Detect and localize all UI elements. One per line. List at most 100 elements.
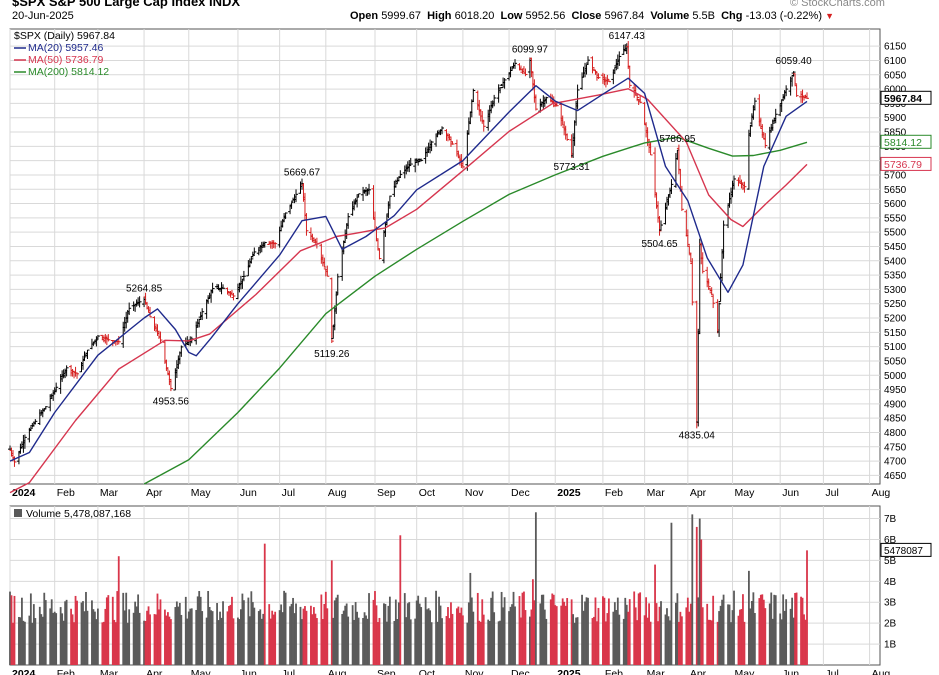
volume-bar [773,594,776,665]
volume-bar [295,603,297,665]
price-x-tick-label: Apr [146,487,163,499]
volume-bar [83,611,86,665]
price-annotation: 5786.95 [659,134,696,145]
volume-bar [518,596,521,665]
volume-bar [219,611,221,665]
price-annotation: 5264.85 [126,283,163,294]
volume-bar [700,539,703,665]
volume-bar [211,611,214,665]
price-x-tick-label: Aug [872,487,891,499]
volume-bar [330,560,333,665]
volume-bar [366,618,369,665]
volume-bar [466,622,469,665]
volume-bar [680,616,683,665]
volume-bar [448,618,451,665]
volume-bar [86,610,89,665]
volume-bar [405,617,408,665]
volume-bar [21,597,23,665]
volume-bar [32,604,35,665]
volume-bar [438,596,440,665]
volume-bar [271,610,274,665]
volume-bar [716,621,719,665]
volume-x-tick-label: Apr [146,668,163,675]
volume-bar [311,614,314,665]
volume-bar [196,596,199,665]
volume-bar [524,610,527,665]
volume-bar [549,599,552,665]
volume-bar [414,618,417,665]
volume-bar [561,598,564,665]
volume-y-tick-label: 1B [884,640,897,651]
volume-bar [342,610,345,665]
volume-bar [491,591,494,665]
volume-legend-swatch [14,509,22,517]
volume-bar [205,617,208,665]
price-y-tick-label: 4850 [884,414,907,425]
volume-bar [259,609,262,665]
volume-bar [153,614,156,665]
volume-bar [706,603,709,665]
volume-x-tick-label: Jun [240,668,257,675]
volume-bar [675,602,677,665]
volume-bar [313,607,315,665]
volume-bar [147,606,150,665]
volume-bar [712,595,715,665]
price-right-tag-label: 5967.84 [884,93,922,105]
volume-bar [520,617,522,665]
volume-bar [201,611,204,665]
volume-x-tick-label: Jul [825,668,838,675]
volume-x-tick-label: May [735,668,756,675]
volume-bar [326,608,329,665]
volume-bar [451,613,454,665]
price-y-tick-label: 4750 [884,442,907,453]
price-x-tick-label: Jul [825,487,838,499]
volume-bar [539,603,542,665]
volume-bar [292,597,294,665]
volume-bar [511,604,513,665]
volume-bar [721,599,723,665]
volume-bar [304,606,306,665]
volume-bar [396,619,399,665]
volume-bar [73,622,75,665]
volume-bar [301,619,303,665]
volume-bar [175,601,178,665]
volume-bar [768,603,771,665]
price-y-tick-label: 5200 [884,314,907,325]
volume-bar [770,592,773,665]
volume-bar [280,604,283,665]
volume-bar [242,600,245,665]
volume-bar [429,610,432,665]
price-y-tick-label: 5700 [884,170,907,181]
volume-bar [137,594,140,665]
volume-bar [424,597,427,665]
volume-bar [637,593,640,665]
volume-bar [545,618,548,665]
volume-bar [74,595,77,665]
volume-x-tick-label: 2024 [12,668,36,675]
price-y-tick-label: 4900 [884,399,907,410]
volume-bar [677,621,680,665]
price-panel-frame [9,28,881,485]
price-x-tick-label: May [735,487,756,499]
volume-bar [253,607,256,665]
volume-bar [199,596,202,665]
volume-bar [262,613,265,665]
volume-bar [503,597,506,665]
volume-bar [323,603,326,665]
price-y-tick-label: 5400 [884,256,907,267]
volume-bar [310,605,312,665]
volume-bar [576,617,579,665]
volume-bar [332,617,335,665]
volume-bar [461,615,464,665]
volume-bar [55,613,58,665]
volume-bar [76,600,78,665]
price-x-tick-label: Jun [782,487,799,499]
price-right-tag-box [880,156,932,171]
volume-bar [728,604,731,665]
volume-bar [216,603,218,665]
volume-bar [458,612,461,665]
price-x-tick-label: Jul [282,487,295,499]
volume-bar [582,610,585,665]
price-annotation: 4953.56 [153,397,190,408]
volume-bar [664,614,667,665]
